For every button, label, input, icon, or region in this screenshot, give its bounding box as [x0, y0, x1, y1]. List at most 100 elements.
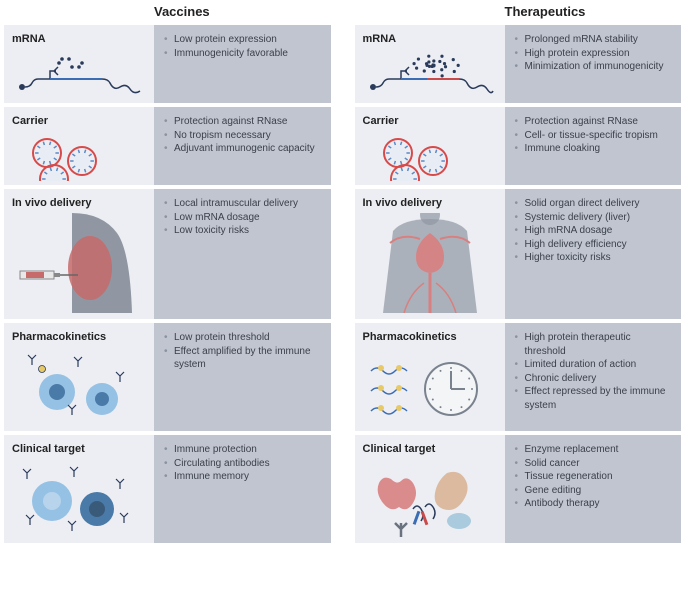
label-cell: Pharmacokinetics	[4, 323, 154, 431]
label-cell: mRNA	[4, 25, 154, 103]
row-title: Clinical target	[363, 443, 497, 455]
bullet-item: Chronic delivery	[515, 372, 672, 386]
bullet-item: Low mRNA dosage	[164, 211, 321, 225]
label-cell: mRNA	[355, 25, 505, 103]
row-target: Clinical target Enzyme replacementSolid …	[355, 435, 682, 543]
bullet-list: Enzyme replacementSolid cancerTissue reg…	[515, 443, 672, 511]
bullet-item: Low toxicity risks	[164, 224, 321, 238]
row-title: In vivo delivery	[12, 197, 146, 209]
bullet-list: Prolonged mRNA stabilityHigh protein exp…	[515, 33, 672, 74]
row-target: Clinical target Immune protectionCircula…	[4, 435, 331, 543]
bullet-item: Immune cloaking	[515, 142, 672, 156]
row-mrna: mRNA Low protein expressionImmunogenicit…	[4, 25, 331, 103]
row-invivo: In vivo delivery Local intramuscular del…	[4, 189, 331, 319]
desc-cell: Prolonged mRNA stabilityHigh protein exp…	[505, 25, 682, 103]
bullet-item: Solid organ direct delivery	[515, 197, 672, 211]
row-title: In vivo delivery	[363, 197, 497, 209]
bullet-item: Minimization of immunogenicity	[515, 60, 672, 74]
bullet-item: Local intramuscular delivery	[164, 197, 321, 211]
row-pk: Pharmacokinetics High protein therapeuti…	[355, 323, 682, 431]
bullet-list: Immune protectionCirculating antibodiesI…	[164, 443, 321, 484]
row-title: Pharmacokinetics	[12, 331, 146, 343]
mrna-therapeutic-icon	[363, 49, 497, 99]
bullet-item: Immune memory	[164, 470, 321, 484]
bullet-item: Antibody therapy	[515, 497, 672, 511]
row-invivo: In vivo delivery Solid organ direct deli…	[355, 189, 682, 319]
desc-cell: Low protein expressionImmunogenicity fav…	[154, 25, 331, 103]
bullet-item: Enzyme replacement	[515, 443, 672, 457]
desc-cell: Low protein thresholdEffect amplified by…	[154, 323, 331, 431]
mrna-vaccine-icon	[12, 49, 146, 99]
label-cell: Carrier	[355, 107, 505, 185]
row-carrier: Carrier Protection against RNaseNo tropis…	[4, 107, 331, 185]
carrier-icon	[12, 131, 146, 181]
row-title: Carrier	[12, 115, 146, 127]
label-cell: Pharmacokinetics	[355, 323, 505, 431]
column-vaccines: Vaccines mRNA Low protein expressionImmu…	[4, 4, 331, 547]
torso-vascular-icon	[363, 213, 497, 313]
bullet-item: Systemic delivery (liver)	[515, 211, 672, 225]
carrier-icon	[363, 131, 497, 181]
bullet-item: Immune protection	[164, 443, 321, 457]
desc-cell: High protein therapeutic thresholdLimite…	[505, 323, 682, 431]
row-mrna: mRNA Prolonged mRNA stabilityHigh protei…	[355, 25, 682, 103]
rows-therapeutics: mRNA Prolonged mRNA stabilityHigh protei…	[355, 25, 682, 547]
row-carrier: Carrier Protection against RNaseCell- or …	[355, 107, 682, 185]
label-cell: Carrier	[4, 107, 154, 185]
desc-cell: Protection against RNaseNo tropism neces…	[154, 107, 331, 185]
bullet-item: Prolonged mRNA stability	[515, 33, 672, 47]
bullet-item: High protein therapeutic threshold	[515, 331, 672, 358]
bullet-item: Cell- or tissue-specific tropism	[515, 129, 672, 143]
bullet-item: Circulating antibodies	[164, 457, 321, 471]
row-title: Carrier	[363, 115, 497, 127]
bullet-list: Low protein thresholdEffect amplified by…	[164, 331, 321, 372]
desc-cell: Protection against RNaseCell- or tissue-…	[505, 107, 682, 185]
bullet-item: Low protein threshold	[164, 331, 321, 345]
row-title: Pharmacokinetics	[363, 331, 497, 343]
desc-cell: Local intramuscular deliveryLow mRNA dos…	[154, 189, 331, 319]
cells-antibodies-icon	[12, 459, 146, 537]
bullet-item: High mRNA dosage	[515, 224, 672, 238]
bullet-list: Protection against RNaseNo tropism neces…	[164, 115, 321, 156]
bullet-list: High protein therapeutic thresholdLimite…	[515, 331, 672, 412]
bullet-list: Low protein expressionImmunogenicity fav…	[164, 33, 321, 60]
row-title: mRNA	[363, 33, 497, 45]
bullet-item: High delivery efficiency	[515, 238, 672, 252]
bullet-item: Immunogenicity favorable	[164, 47, 321, 61]
row-pk: Pharmacokinetics Low protein thresholdEf…	[4, 323, 331, 431]
bullet-item: Gene editing	[515, 484, 672, 498]
bullet-item: Higher toxicity risks	[515, 251, 672, 265]
mrna-clock-icon	[363, 347, 497, 425]
bullet-list: Protection against RNaseCell- or tissue-…	[515, 115, 672, 156]
label-cell: In vivo delivery	[4, 189, 154, 319]
desc-cell: Solid organ direct deliverySystemic deli…	[505, 189, 682, 319]
bullet-list: Solid organ direct deliverySystemic deli…	[515, 197, 672, 265]
organs-mixed-icon	[363, 459, 497, 537]
bullet-item: No tropism necessary	[164, 129, 321, 143]
row-title: Clinical target	[12, 443, 146, 455]
bullet-item: Effect amplified by the immune system	[164, 345, 321, 372]
bullet-item: High protein expression	[515, 47, 672, 61]
column-header: Vaccines	[4, 4, 331, 19]
bullet-item: Protection against RNase	[515, 115, 672, 129]
label-cell: Clinical target	[355, 435, 505, 543]
bullet-item: Tissue regeneration	[515, 470, 672, 484]
bullet-item: Limited duration of action	[515, 358, 672, 372]
row-title: mRNA	[12, 33, 146, 45]
label-cell: In vivo delivery	[355, 189, 505, 319]
bullet-list: Local intramuscular deliveryLow mRNA dos…	[164, 197, 321, 238]
cells-few-icon	[12, 347, 146, 425]
column-header: Therapeutics	[355, 4, 682, 19]
desc-cell: Enzyme replacementSolid cancerTissue reg…	[505, 435, 682, 543]
desc-cell: Immune protectionCirculating antibodiesI…	[154, 435, 331, 543]
bullet-item: Protection against RNase	[164, 115, 321, 129]
bullet-item: Solid cancer	[515, 457, 672, 471]
label-cell: Clinical target	[4, 435, 154, 543]
bullet-item: Adjuvant immunogenic capacity	[164, 142, 321, 156]
infographic-container: Vaccines mRNA Low protein expressionImmu…	[0, 0, 685, 551]
rows-vaccines: mRNA Low protein expressionImmunogenicit…	[4, 25, 331, 547]
bullet-item: Low protein expression	[164, 33, 321, 47]
arm-injection-icon	[12, 213, 146, 313]
bullet-item: Effect repressed by the immune system	[515, 385, 672, 412]
column-therapeutics: Therapeutics mRNA Prolonged mRNA stabili…	[355, 4, 682, 547]
